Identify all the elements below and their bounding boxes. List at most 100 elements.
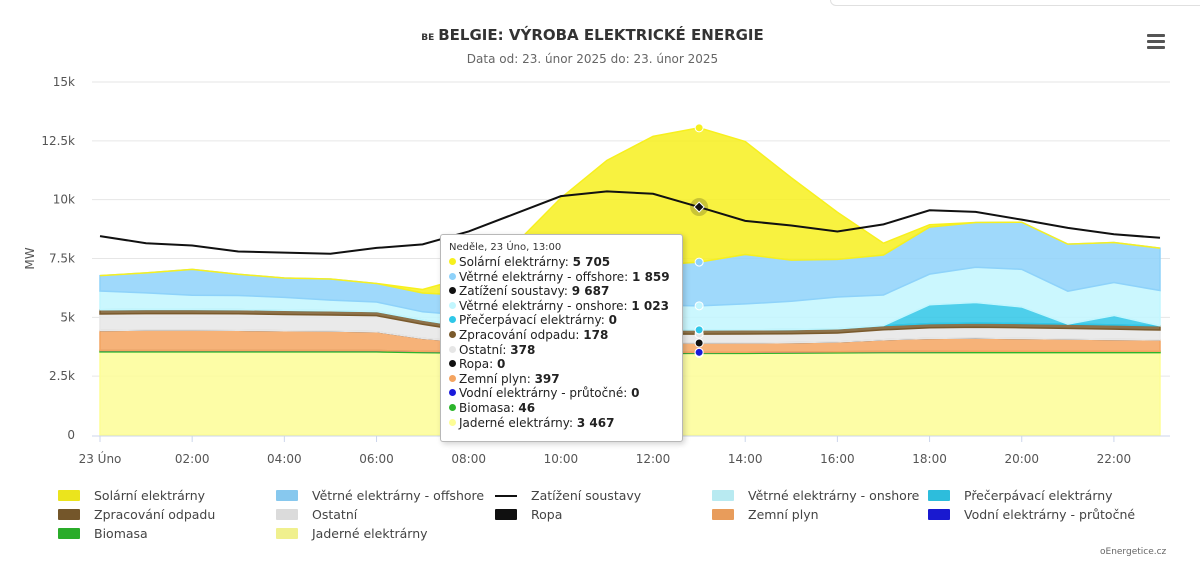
legend-item[interactable]: Zpracování odpadu (58, 507, 215, 522)
hover-marker (694, 325, 704, 335)
tooltip-dot (449, 403, 456, 411)
tooltip-series-name: Zemní plyn: (459, 371, 535, 386)
tooltip-dot (449, 330, 456, 338)
tooltip-series-name: Vodní elektrárny - průtočné: (459, 386, 632, 401)
tooltip: Neděle, 23 Úno, 13:00 Solární elektrárny… (440, 234, 683, 442)
legend-item[interactable]: Přečerpávací elektrárny (928, 488, 1113, 503)
tooltip-series-name: Větrné elektrárny - offshore: (459, 269, 633, 284)
y-tick-label: 2.5k (49, 369, 75, 383)
legend-item[interactable]: Zatížení soustavy (495, 488, 641, 503)
legend-symbol (58, 528, 80, 539)
credit-text[interactable]: oEnergetice.cz (1100, 547, 1167, 557)
x-tick-label: 22:00 (1097, 452, 1132, 466)
tooltip-series-value: 0 (608, 313, 617, 328)
tooltip-row: Větrné elektrárny - offshore: 1 859 (449, 270, 674, 285)
legend-symbol (928, 490, 950, 501)
x-tick-label: 14:00 (728, 452, 763, 466)
y-tick-label: 10k (53, 193, 75, 207)
legend-label: Vodní elektrárny - průtočné (964, 507, 1136, 522)
legend-symbol (495, 509, 517, 520)
legend-symbol (58, 509, 80, 520)
legend-label: Větrné elektrárny - offshore (312, 488, 485, 503)
legend-item[interactable]: Vodní elektrárny - průtočné (928, 507, 1135, 522)
tooltip-series-name: Zpracování odpadu: (459, 327, 584, 342)
tooltip-series-name: Zatížení soustavy: (459, 284, 572, 299)
tooltip-dot (449, 301, 456, 309)
chart-title-text: BELGIE: VÝROBA ELEKTRICKÉ ENERGIE (438, 26, 764, 44)
hover-marker (694, 123, 704, 133)
y-tick-label: 7.5k (49, 252, 75, 266)
hover-marker (694, 301, 704, 311)
y-tick-label: 0 (67, 428, 75, 442)
country-code: BE (421, 33, 435, 43)
tooltip-series-value: 1 023 (631, 298, 669, 313)
chart-subtitle: Data od: 23. únor 2025 do: 23. únor 2025 (466, 52, 719, 66)
tooltip-series-value: 0 (496, 357, 506, 372)
x-tick-label: 23 Úno (79, 451, 122, 466)
legend-item[interactable]: Větrné elektrárny - offshore (276, 488, 484, 503)
legend-symbol (276, 528, 298, 539)
tooltip-row: Jaderné elektrárny: 3 467 (449, 416, 674, 431)
tooltip-rows: Solární elektrárny: 5 705 Větrné elektrár… (449, 255, 674, 430)
top-search-box[interactable] (830, 0, 1200, 6)
tooltip-dot (449, 389, 456, 397)
tooltip-series-name: Biomasa: (459, 400, 519, 415)
tooltip-series-value: 3 467 (576, 415, 615, 430)
tooltip-series-name: Solární elektrárny: (459, 255, 573, 269)
tooltip-row: Větrné elektrárny - onshore: 1 023 (449, 299, 674, 314)
line-series (99, 190, 1161, 255)
x-tick-label: 20:00 (1004, 452, 1039, 466)
x-tick-label: 04:00 (267, 452, 302, 466)
legend-item[interactable]: Větrné elektrárny - onshore (712, 488, 919, 503)
legend-label: Zatížení soustavy (531, 488, 642, 503)
legend-item[interactable]: Ropa (495, 507, 562, 522)
tooltip-dot (449, 287, 456, 295)
tooltip-series-value: 46 (518, 400, 536, 415)
tooltip-row: Solární elektrárny: 5 705 (449, 255, 674, 270)
tooltip-dot (449, 360, 456, 368)
hover-marker (694, 257, 704, 267)
legend-item[interactable]: Ostatní (276, 507, 357, 522)
legend-item[interactable]: Solární elektrárny (58, 488, 205, 503)
legend-label: Ostatní (312, 507, 358, 522)
legend-item[interactable]: Biomasa (58, 526, 148, 541)
line-zatizeni-soustavy (99, 190, 1161, 255)
legend-symbol (928, 509, 950, 520)
x-tick-label: 10:00 (544, 452, 579, 466)
legend-item[interactable]: Zemní plyn (712, 507, 819, 522)
tooltip-row: Zpracování odpadu: 178 (449, 328, 674, 343)
legend-symbol (495, 494, 517, 497)
x-tick-label: 18:00 (912, 452, 947, 466)
tooltip-dot (449, 418, 456, 426)
legend-symbol (58, 490, 80, 501)
hover-marker (694, 347, 704, 357)
hover-markers (690, 123, 709, 358)
tooltip-row: Zatížení soustavy: 9 687 (449, 284, 674, 299)
legend-label: Solární elektrárny (94, 488, 206, 503)
legend-label: Ropa (531, 507, 563, 522)
tooltip-row: Vodní elektrárny - průtočné: 0 (449, 386, 674, 401)
y-tick-label: 15k (53, 75, 75, 89)
tooltip-series-name: Ostatní: (459, 342, 511, 357)
x-tick-label: 12:00 (636, 452, 671, 466)
tooltip-series-name: Jaderné elektrárny: (459, 415, 577, 430)
tooltip-series-value: 9 687 (571, 284, 610, 299)
tooltip-series-value: 1 859 (632, 269, 670, 284)
legend-item[interactable]: Jaderné elektrárny (276, 526, 428, 541)
y-tick-label: 12.5k (41, 134, 75, 148)
hamburger-menu-icon[interactable] (1147, 34, 1165, 50)
tooltip-dot (449, 316, 456, 324)
tooltip-series-value: 397 (534, 371, 560, 386)
y-tick-label: 5k (60, 310, 75, 324)
tooltip-header: Neděle, 23 Úno, 13:00 (449, 242, 562, 253)
tooltip-series-name: Ropa: (459, 357, 497, 372)
legend-label: Větrné elektrárny - onshore (748, 488, 920, 503)
tooltip-series-name: Přečerpávací elektrárny: (459, 313, 609, 328)
tooltip-dot (449, 272, 456, 280)
x-tick-label: 16:00 (820, 452, 855, 466)
hover-marker (694, 338, 704, 348)
chart-title: BE BELGIE: VÝROBA ELEKTRICKÉ ENERGIE (0, 26, 1185, 44)
hover-marker-load (693, 201, 705, 213)
tooltip-dot (449, 345, 456, 353)
